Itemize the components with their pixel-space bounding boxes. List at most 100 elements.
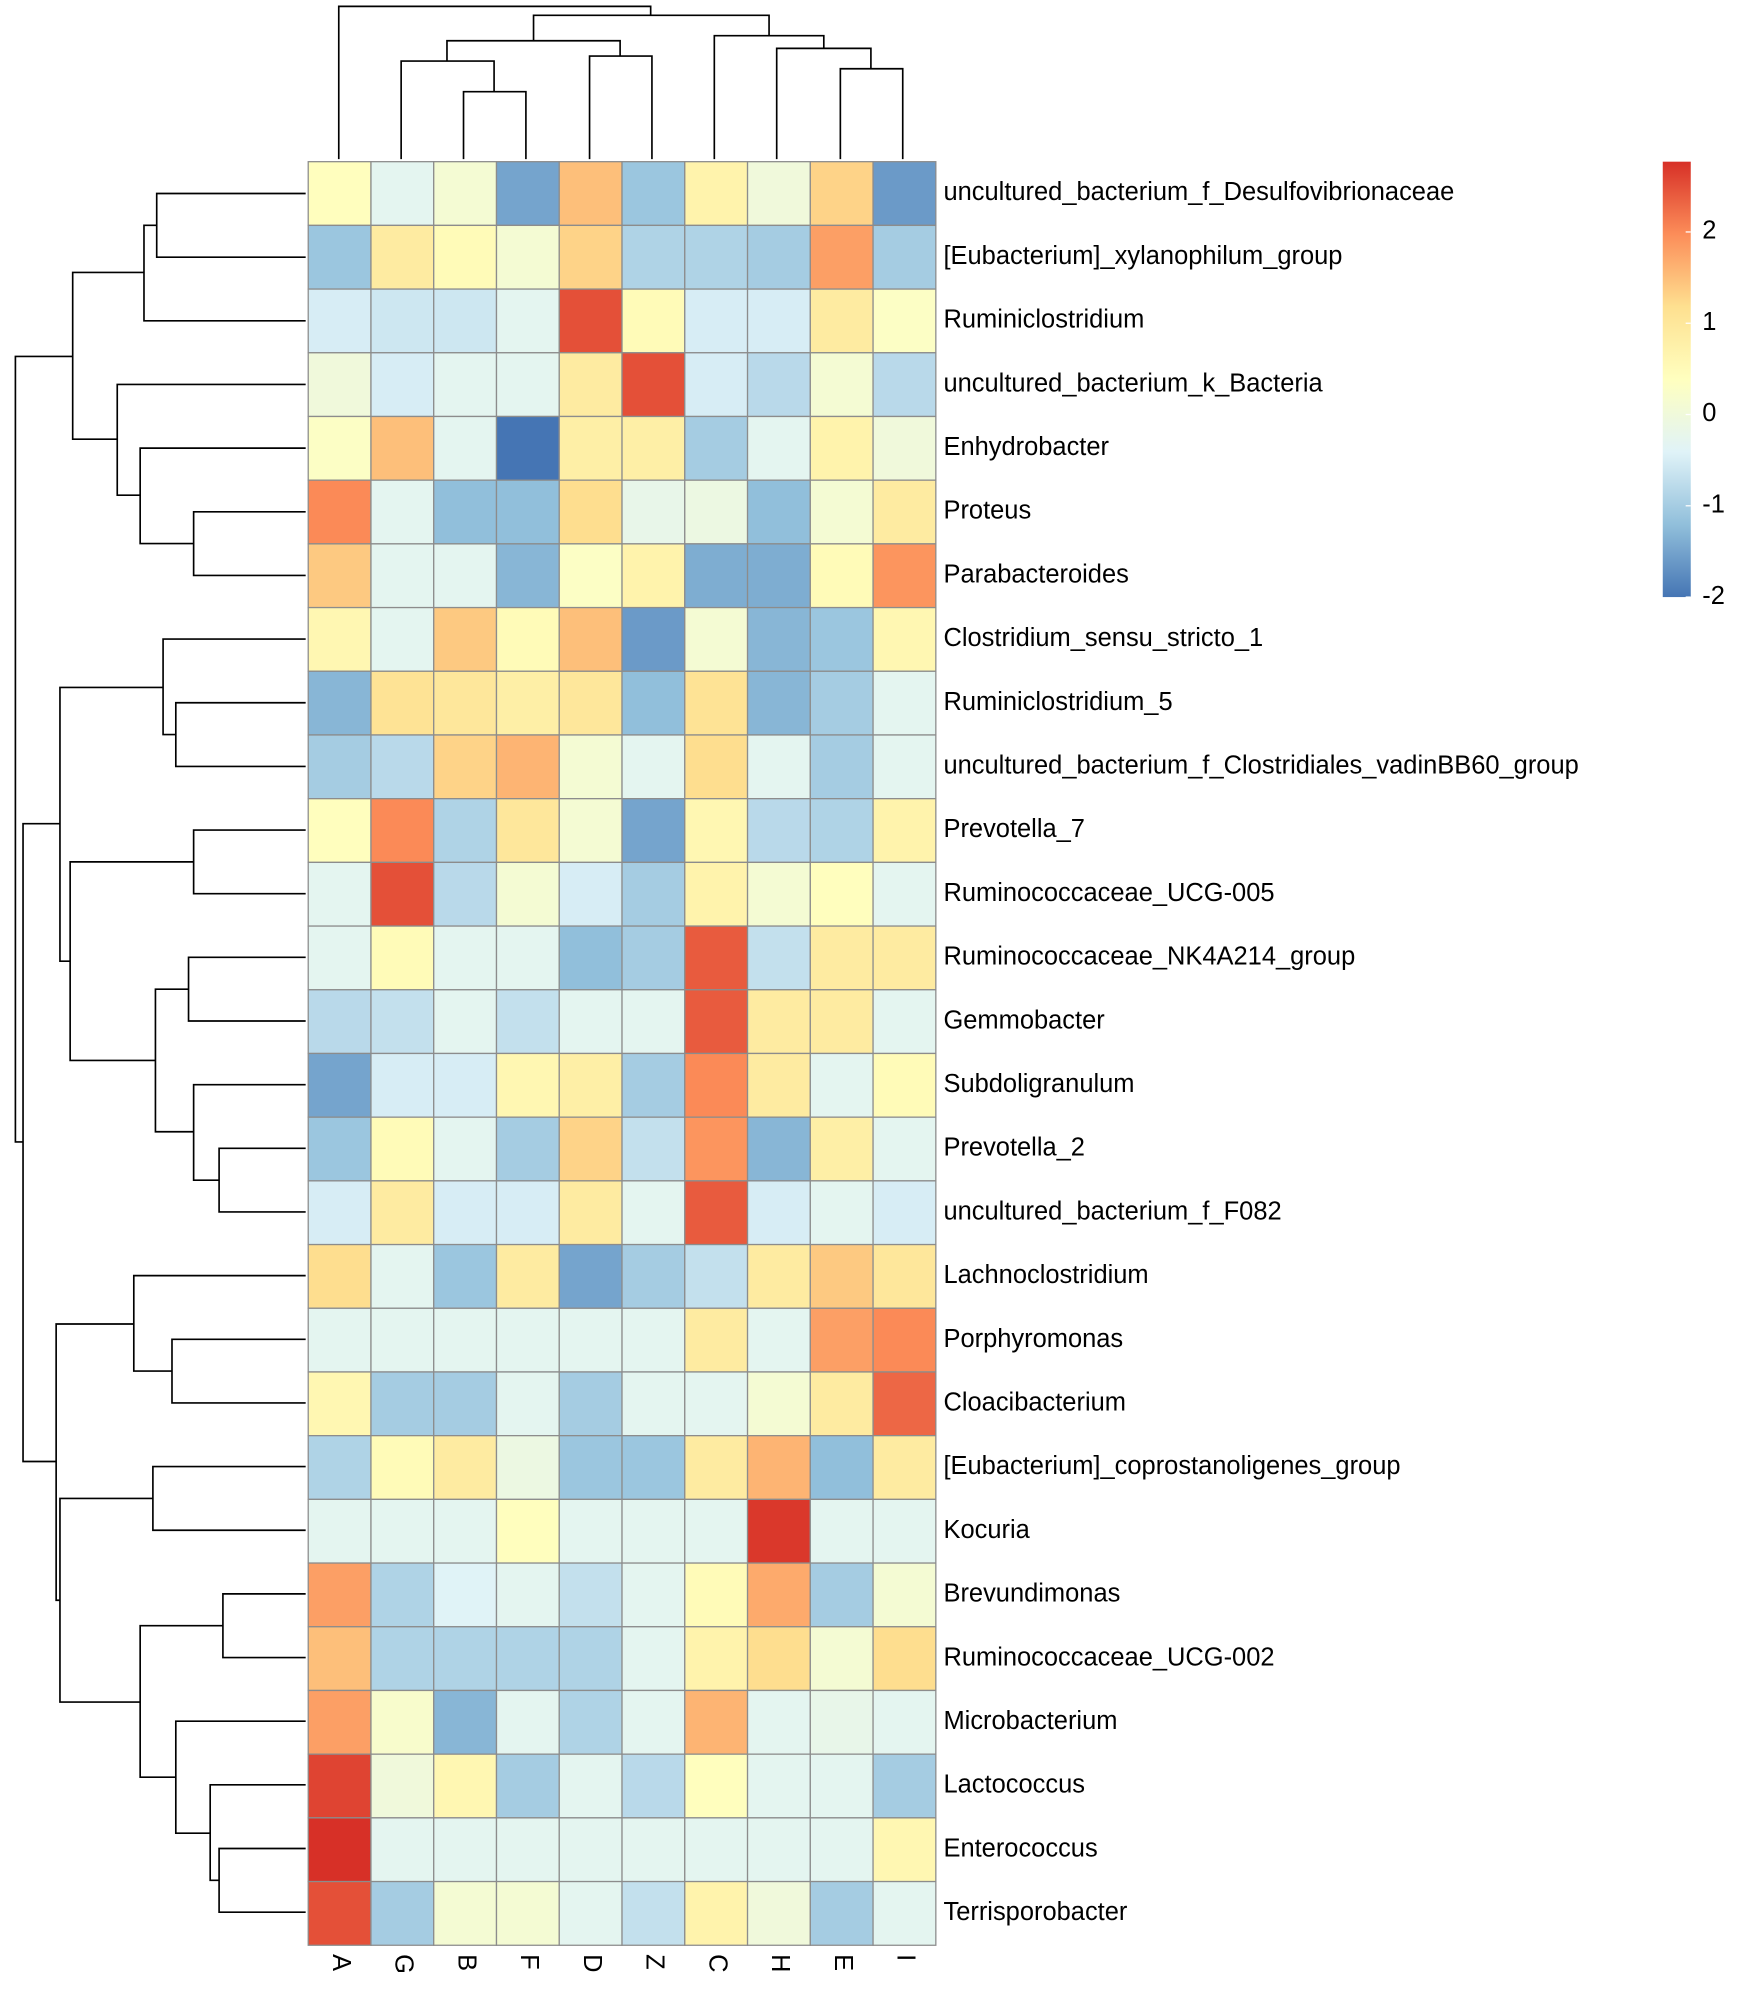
heatmap-cell bbox=[684, 352, 749, 418]
heatmap-cell bbox=[684, 1880, 749, 1946]
heatmap-cell bbox=[809, 1052, 874, 1118]
dendrogram-branch bbox=[446, 39, 621, 62]
heatmap-cell bbox=[558, 224, 623, 290]
row-label: Brevundimonas bbox=[943, 1580, 1120, 1608]
row-label: Clostridium_sensu_stricto_1 bbox=[943, 624, 1263, 652]
heatmap-cell bbox=[307, 1116, 372, 1182]
heatmap-cell bbox=[307, 1180, 372, 1246]
heatmap-cell bbox=[433, 1562, 498, 1628]
heatmap-cell bbox=[370, 1817, 435, 1883]
color-bar-tick-label: 1 bbox=[1702, 308, 1716, 336]
heatmap-cell bbox=[684, 670, 749, 736]
heatmap-cell bbox=[433, 1307, 498, 1373]
heatmap-cell bbox=[684, 1689, 749, 1755]
heatmap-cell bbox=[307, 352, 372, 418]
heatmap-cell bbox=[558, 1435, 623, 1500]
heatmap-cell bbox=[558, 1307, 623, 1373]
heatmap-cell bbox=[370, 352, 435, 418]
heatmap-cell bbox=[809, 224, 874, 290]
dendrogram-branch bbox=[192, 510, 306, 577]
dendrogram-branch bbox=[713, 34, 825, 160]
heatmap-cell bbox=[746, 288, 811, 354]
heatmap-cell bbox=[621, 925, 686, 991]
heatmap-cell bbox=[495, 1689, 560, 1755]
dendrogram-branch bbox=[59, 1497, 153, 1703]
heatmap-cell bbox=[746, 1052, 811, 1118]
heatmap-cell bbox=[746, 1243, 811, 1309]
heatmap-cell bbox=[746, 1689, 811, 1755]
heatmap-cell bbox=[495, 415, 560, 481]
heatmap-cell bbox=[621, 989, 686, 1055]
heatmap-cell bbox=[495, 1753, 560, 1819]
heatmap-cell bbox=[621, 1753, 686, 1819]
heatmap-cell bbox=[621, 352, 686, 418]
heatmap-cell bbox=[307, 1052, 372, 1118]
heatmap-cell bbox=[872, 415, 937, 481]
dendrogram-branch bbox=[14, 355, 73, 1143]
dendrogram-branch bbox=[222, 1593, 306, 1659]
column-label: D bbox=[578, 1954, 606, 1972]
heatmap-cell bbox=[558, 1498, 623, 1564]
row-label: Cloacibacterium bbox=[943, 1389, 1125, 1417]
column-dendrogram bbox=[337, 5, 904, 160]
heatmap-cell bbox=[307, 989, 372, 1055]
dendrogram-branch bbox=[171, 1338, 306, 1404]
heatmap-cell bbox=[558, 1880, 623, 1946]
heatmap-cell bbox=[684, 1371, 749, 1437]
heatmap-cell bbox=[621, 1371, 686, 1437]
heatmap-cell bbox=[684, 224, 749, 290]
heatmap-cell bbox=[621, 224, 686, 290]
heatmap-cell bbox=[307, 861, 372, 927]
heatmap-cell bbox=[746, 989, 811, 1055]
heatmap-cell bbox=[558, 288, 623, 354]
heatmap-cell bbox=[495, 861, 560, 927]
row-label: [Eubacterium]_coprostanoligenes_group bbox=[943, 1452, 1400, 1480]
heatmap-cell bbox=[621, 415, 686, 481]
heatmap-cell bbox=[307, 1689, 372, 1755]
heatmap-cell bbox=[809, 1562, 874, 1628]
dendrogram-branch bbox=[71, 271, 144, 441]
heatmap-cell bbox=[495, 1626, 560, 1692]
heatmap-cell bbox=[746, 1753, 811, 1819]
dendrogram-branch bbox=[174, 1720, 306, 1835]
heatmap-cell bbox=[746, 925, 811, 991]
heatmap-cell bbox=[621, 670, 686, 736]
column-label: Z bbox=[641, 1954, 669, 1970]
dendrogram-branch bbox=[209, 1784, 306, 1882]
heatmap-cell bbox=[495, 734, 560, 800]
heatmap-cell bbox=[684, 861, 749, 927]
heatmap-cell bbox=[621, 606, 686, 672]
heatmap-cell bbox=[872, 925, 937, 991]
heatmap-cell bbox=[684, 479, 749, 545]
heatmap-cell bbox=[307, 606, 372, 672]
heatmap-cell bbox=[307, 1498, 372, 1564]
row-label: Ruminiclostridium_5 bbox=[943, 688, 1172, 716]
heatmap-cell bbox=[433, 1817, 498, 1883]
heatmap-cell bbox=[433, 161, 498, 227]
dendrogram-branch bbox=[532, 14, 770, 41]
row-label: Prevotella_7 bbox=[943, 815, 1084, 843]
color-bar-tick-label: -1 bbox=[1702, 491, 1725, 519]
heatmap-cell bbox=[872, 352, 937, 418]
heatmap-cell bbox=[495, 288, 560, 354]
dendrogram-branch bbox=[174, 701, 306, 768]
heatmap-cell bbox=[809, 798, 874, 864]
heatmap-cell bbox=[433, 925, 498, 991]
heatmap-cell bbox=[621, 1307, 686, 1373]
row-label: uncultured_bacterium_k_Bacteria bbox=[943, 369, 1323, 397]
dendrogram-branch bbox=[139, 1624, 223, 1779]
heatmap-cell bbox=[809, 543, 874, 609]
heatmap-cell bbox=[872, 224, 937, 290]
heatmap-cell bbox=[809, 925, 874, 991]
heatmap-cell bbox=[307, 288, 372, 354]
heatmap-cell bbox=[621, 1880, 686, 1946]
dendrogram-branch bbox=[192, 829, 306, 895]
heatmap-cell bbox=[495, 224, 560, 290]
heatmap-cell bbox=[872, 1243, 937, 1309]
heatmap-cell bbox=[809, 479, 874, 545]
heatmap-cell bbox=[558, 1562, 623, 1628]
heatmap-cell bbox=[307, 1243, 372, 1309]
heatmap-cell bbox=[809, 1753, 874, 1819]
heatmap-cell bbox=[370, 1562, 435, 1628]
heatmap-cell bbox=[370, 543, 435, 609]
